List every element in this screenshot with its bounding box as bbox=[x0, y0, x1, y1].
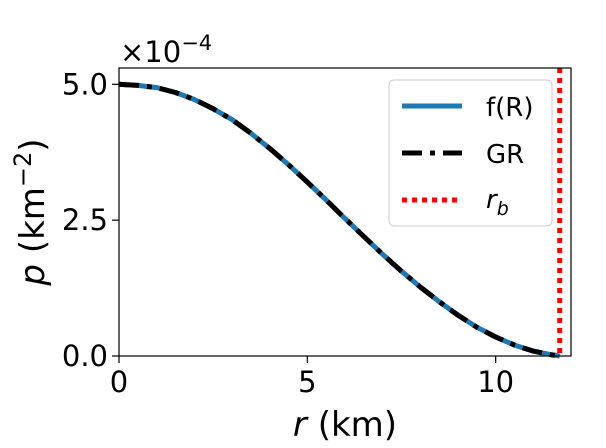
x-ticks: 0 5 10 bbox=[110, 356, 514, 399]
y-axis-label-close: ) bbox=[13, 138, 53, 151]
series-line-gr bbox=[118, 81, 561, 359]
y-axis-label: p (km−2) bbox=[9, 138, 53, 286]
legend-frame bbox=[388, 79, 553, 227]
legend-label-rb: rb bbox=[486, 185, 509, 220]
y-ticks: 0.0 2.5 5.0 bbox=[62, 67, 119, 373]
x-tick-label: 0 bbox=[110, 365, 128, 399]
legend-label-f-r: f(R) bbox=[486, 93, 534, 123]
x-tick-label: 5 bbox=[298, 365, 316, 399]
axes-frame bbox=[118, 67, 572, 357]
x-axis-label-unit: (km) bbox=[307, 405, 397, 445]
y-tick-label: 0.0 bbox=[62, 339, 108, 373]
x-axis-label: r (km) bbox=[293, 405, 397, 445]
legend-label-rb-main: r bbox=[486, 185, 499, 215]
y-axis-label-exponent: −2 bbox=[9, 152, 37, 187]
legend: f(R) GR rb bbox=[388, 79, 553, 227]
legend-label-gr: GR bbox=[486, 140, 524, 170]
y-axis-label-symbol: p bbox=[13, 264, 53, 287]
y-tick-label: 2.5 bbox=[62, 203, 108, 237]
legend-label-rb-sub: b bbox=[497, 198, 509, 220]
y-offset-label: ×10−4 bbox=[120, 31, 212, 69]
y-offset-exponent: −4 bbox=[181, 31, 212, 55]
x-axis-label-symbol: r bbox=[293, 405, 309, 445]
y-axis-label-unit: (km bbox=[13, 187, 53, 264]
series-layer bbox=[118, 68, 563, 359]
x-tick-label: 10 bbox=[477, 365, 514, 399]
y-tick-label: 5.0 bbox=[62, 67, 108, 101]
y-offset-base: ×10 bbox=[120, 35, 181, 69]
